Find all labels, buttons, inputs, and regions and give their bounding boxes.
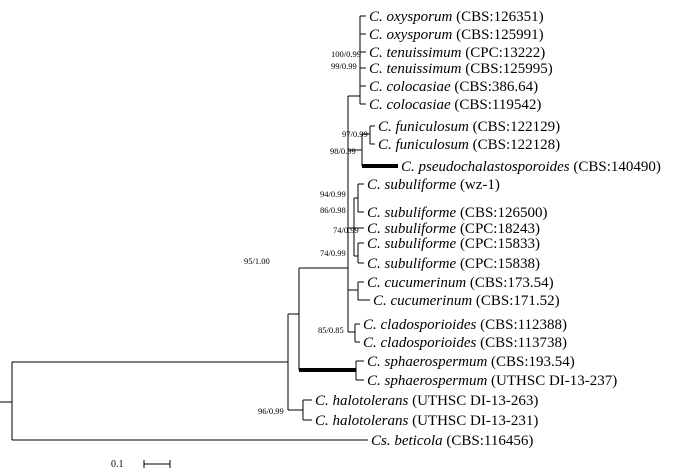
taxon-label: C. pseudochalastosporoides (CBS:140490)	[401, 159, 661, 175]
taxon-label: C. funiculosum (CBS:122129)	[378, 119, 560, 135]
taxon-label: Cs. beticola (CBS:116456)	[371, 433, 533, 449]
taxon-label: C. subuliforme (CBS:126500)	[367, 205, 547, 221]
taxon-label: C. cladosporioides (CBS:113738)	[363, 335, 567, 351]
support-values: 100/0.99 99/0.99 97/0.99 98/0.99 94/0.99…	[244, 49, 368, 416]
support-value: 74/0.99	[333, 225, 359, 235]
taxon-labels: C. oxysporum (CBS:126351) C. oxysporum (…	[315, 9, 661, 449]
taxon-label: C. subuliforme (CPC:15833)	[367, 236, 540, 252]
taxon-label: C. halotolerans (UTHSC DI-13-263)	[315, 393, 538, 409]
taxon-label: C. oxysporum (CBS:126351)	[369, 9, 544, 25]
taxon-label: C. funiculosum (CBS:122128)	[378, 137, 560, 153]
taxon-label: C. tenuissimum (CBS:125995)	[369, 61, 553, 77]
taxon-label: C. cucumerinum (CBS:171.52)	[373, 293, 560, 309]
support-value: 97/0.99	[342, 129, 368, 139]
support-value: 96/0.99	[258, 406, 284, 416]
taxon-label: C. subuliforme (CPC:18243)	[367, 221, 540, 237]
support-value: 99/0.99	[331, 61, 357, 71]
taxon-label: C. cladosporioides (CBS:112388)	[363, 317, 567, 333]
taxon-label: C. subuliforme (CPC:15838)	[367, 256, 540, 272]
support-value: 86/0.98	[320, 205, 346, 215]
support-value: 98/0.99	[330, 146, 356, 156]
taxon-label: C. sphaerospermum (CBS:193.54)	[367, 354, 575, 370]
taxon-label: C. colocasiae (CBS:386.64)	[369, 79, 538, 95]
taxon-label: C. sphaerospermum (UTHSC DI-13-237)	[367, 373, 617, 389]
tree-branches	[0, 15, 398, 468]
support-value: 85/0.85	[318, 325, 344, 335]
taxon-label: C. subuliforme (wz-1)	[367, 177, 500, 193]
scale-bar-label: 0.1	[111, 459, 124, 469]
support-value: 100/0.99	[331, 49, 361, 59]
taxon-label: C. colocasiae (CBS:119542)	[369, 97, 541, 113]
support-value: 95/1.00	[244, 256, 270, 266]
taxon-label: C. halotolerans (UTHSC DI-13-231)	[315, 413, 538, 429]
taxon-label: C. tenuissimum (CPC:13222)	[369, 45, 545, 61]
support-value: 74/0.99	[320, 248, 346, 258]
taxon-label: C. cucumerinum (CBS:173.54)	[367, 275, 554, 291]
taxon-label: C. oxysporum (CBS:125991)	[369, 27, 544, 43]
support-value: 94/0.99	[320, 189, 346, 199]
